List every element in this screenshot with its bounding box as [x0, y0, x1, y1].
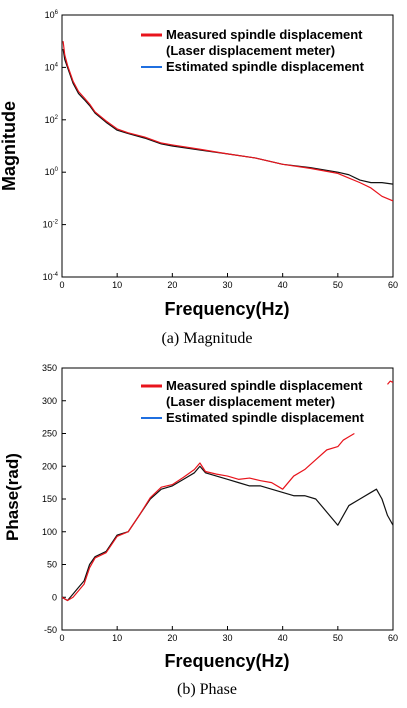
y-tick-labels: 10-4 10-2 100 102 104 106 [43, 10, 59, 282]
series-line-measured-1 [62, 432, 355, 602]
x-tick-label: 60 [388, 280, 398, 290]
legend-label-measured-line2: (Laser displacement meter) [166, 43, 335, 58]
series-line-estimated-0 [62, 465, 393, 602]
x-tick-label: 0 [59, 280, 64, 290]
x-tick-label: 40 [278, 633, 288, 643]
x-tick-label: 30 [222, 633, 232, 643]
y-tick-label: 10-2 [43, 220, 59, 230]
series-group [62, 41, 393, 202]
x-tick-label: 50 [333, 633, 343, 643]
plot-area-frame [61, 14, 394, 278]
figure-caption: (b) Phase [177, 681, 237, 698]
y-axis-title: Phase(rad) [3, 453, 22, 541]
series-line-measured-2 [387, 380, 393, 385]
legend-label-estimated: Estimated spindle displacement [166, 59, 365, 74]
y-tick-label: 0 [52, 592, 57, 602]
y-axis-title: Magnitude [0, 101, 19, 191]
x-axis-title: Frequency(Hz) [164, 651, 289, 671]
y-tick-label: 200 [42, 461, 57, 471]
y-tick-label: 300 [42, 396, 57, 406]
x-axis-title: Frequency(Hz) [164, 299, 289, 319]
x-tick-labels: 0 10 20 30 40 50 60 [59, 633, 398, 643]
figure-caption: (a) Magnitude [161, 330, 252, 347]
x-tick-label: 20 [167, 280, 177, 290]
x-tick-label: 40 [278, 280, 288, 290]
y-tick-label: 10-4 [43, 272, 59, 282]
y-tick-label: 100 [42, 527, 57, 537]
x-tick-label: 50 [333, 280, 343, 290]
y-tick-label: 102 [45, 115, 59, 125]
x-tick-label: 0 [59, 633, 64, 643]
y-tick-label: 100 [45, 167, 59, 177]
x-tick-label: 60 [388, 633, 398, 643]
y-tick-label: 50 [47, 560, 57, 570]
tick-marks [61, 14, 394, 278]
x-tick-label: 10 [112, 633, 122, 643]
legend-label-measured-line2: (Laser displacement meter) [166, 394, 335, 409]
series-line-measured-1 [62, 41, 393, 202]
y-tick-labels: -50 0 50 100 150 200 250 300 350 [42, 363, 57, 635]
series-line-estimated-0 [62, 48, 393, 185]
legend: Measured spindle displacement (Laser dis… [141, 27, 365, 74]
x-tick-label: 10 [112, 280, 122, 290]
y-tick-label: 350 [42, 363, 57, 373]
y-tick-label: -50 [44, 625, 57, 635]
legend-label-measured-line1: Measured spindle displacement [166, 378, 363, 393]
legend-label-measured-line1: Measured spindle displacement [166, 27, 363, 42]
legend-label-estimated: Estimated spindle displacement [166, 410, 365, 425]
y-tick-label: 150 [42, 494, 57, 504]
tick-marks [61, 367, 394, 631]
legend: Measured spindle displacement (Laser dis… [141, 378, 365, 425]
y-tick-label: 106 [45, 10, 59, 20]
x-tick-label: 20 [167, 633, 177, 643]
y-tick-label: 104 [45, 62, 59, 72]
y-tick-label: 250 [42, 429, 57, 439]
x-tick-labels: 0 10 20 30 40 50 60 [59, 280, 398, 290]
magnitude-chart: 10-4 10-2 100 102 104 106 0 10 20 30 40 50 60 Measu… [0, 10, 398, 347]
x-tick-label: 30 [222, 280, 232, 290]
series-group [62, 380, 393, 602]
